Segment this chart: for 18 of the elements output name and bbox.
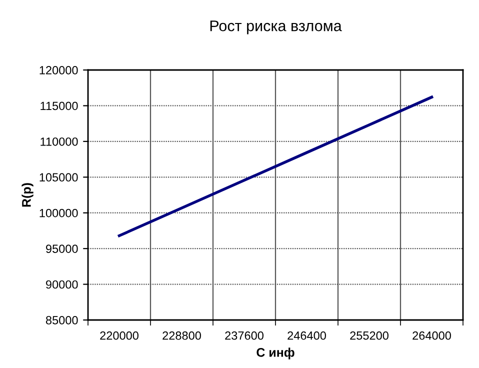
x-tick-label: 264000 bbox=[412, 331, 451, 340]
y-tick-label: 120000 bbox=[40, 66, 78, 74]
x-axis-title: С инф bbox=[256, 348, 294, 360]
y-tick-label: 105000 bbox=[40, 173, 78, 182]
y-tick-label: 85000 bbox=[46, 316, 78, 324]
x-tick-label: 237600 bbox=[225, 331, 264, 340]
y-tick-label: 100000 bbox=[40, 208, 78, 218]
y-tick-label: 110000 bbox=[40, 137, 78, 146]
x-tick-label: 246400 bbox=[288, 331, 326, 340]
line-series bbox=[118, 96, 434, 238]
y-tick-label: 90000 bbox=[46, 280, 78, 289]
x-tick-label: 228800 bbox=[162, 331, 201, 340]
y-tick-label: 95000 bbox=[46, 244, 78, 253]
x-tick-label: 220000 bbox=[100, 331, 138, 340]
x-tick-label: 255200 bbox=[350, 331, 388, 340]
y-axis-title: R(p) bbox=[22, 183, 34, 207]
y-tick-label: 115000 bbox=[40, 102, 78, 110]
chart-title: Рост риска взлома bbox=[210, 20, 342, 34]
